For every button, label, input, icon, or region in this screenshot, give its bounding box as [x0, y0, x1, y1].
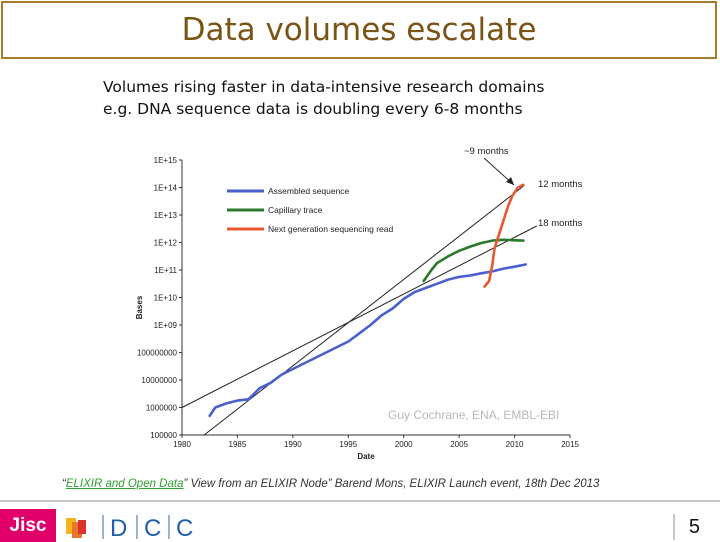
series-line-nextgen: [483, 183, 525, 288]
citation-prefix: “: [62, 478, 66, 490]
x-tick-label: 2010: [506, 440, 524, 449]
annotation-nine-months: ~9 months: [464, 146, 509, 157]
sequence-growth-chart: 100000 1000000 10000000 100000000 1E+09 1E+10…: [135, 146, 583, 461]
dcc-letter-c1: C: [144, 515, 161, 540]
subtitle-line-1: Volumes rising faster in data-intensive …: [103, 78, 545, 96]
x-tick-label: 2005: [450, 440, 468, 449]
legend-label-0: Assembled sequence: [268, 186, 350, 196]
annotation-twelve-months: 12 months: [538, 179, 583, 190]
annotation-arrow-head: [506, 177, 514, 185]
reference-line-12-months: [203, 185, 524, 436]
x-tick-label: 2000: [395, 440, 413, 449]
slide-title-box: Data volumes escalate: [1, 1, 717, 59]
page-number: 5: [672, 514, 700, 540]
y-tick-label: 100000000: [137, 349, 178, 358]
x-tick-label: 1990: [284, 440, 302, 449]
jisc-logo: Jisc: [0, 509, 56, 542]
dcc-letter-d: D: [110, 515, 127, 540]
subtitle-line-2: e.g. DNA sequence data is doubling every…: [103, 100, 523, 118]
y-tick-label: 1E+13: [154, 211, 178, 220]
y-tick-label: 1E+11: [154, 266, 177, 275]
y-tick-label: 1E+14: [154, 184, 178, 193]
y-tick-label: 1E+09: [154, 321, 178, 330]
y-tick-label: 1E+10: [154, 294, 178, 303]
dcc-letter-c2: C: [176, 515, 193, 540]
dcc-logo: D C C: [66, 515, 193, 540]
y-tick-label: 1000000: [146, 404, 178, 413]
x-tick-label: 2015: [561, 440, 579, 449]
x-tick-label: 1985: [229, 440, 247, 449]
reference-line-18-months: [181, 225, 537, 408]
citation: “ELIXIR and Open Data” View from an ELIX…: [62, 478, 599, 490]
citation-rest: ” View from an ELIXIR Node” Barend Mons,…: [183, 478, 600, 490]
y-tick-label: 1E+15: [154, 156, 178, 165]
citation-link[interactable]: ELIXIR and Open Data: [65, 478, 184, 490]
jisc-logo-text: Jisc: [9, 514, 47, 536]
x-tick-label: 1995: [339, 440, 357, 449]
series-line-assembled: [208, 263, 527, 418]
y-tick-label: 100000: [150, 431, 177, 440]
y-axis-label: Bases: [135, 295, 144, 319]
series-line-capillary: [422, 238, 525, 283]
legend-label-2: Next generation sequencing read: [268, 224, 393, 234]
annotation-eighteen-months: 18 months: [538, 218, 583, 229]
x-tick-label: 1980: [173, 440, 191, 449]
x-axis-label: Date: [357, 452, 375, 461]
watermark-credit: Guy Cochrane, ENA, EMBL-EBI: [388, 408, 559, 422]
slide-subtitle: Volumes rising faster in data-intensive …: [103, 76, 545, 120]
legend-label-1: Capillary trace: [268, 205, 323, 215]
y-tick-label: 1E+12: [154, 239, 178, 248]
slide-title: Data volumes escalate: [181, 12, 537, 48]
y-tick-label: 10000000: [141, 376, 177, 385]
footer-bar: Jisc D C C 5: [0, 500, 720, 542]
